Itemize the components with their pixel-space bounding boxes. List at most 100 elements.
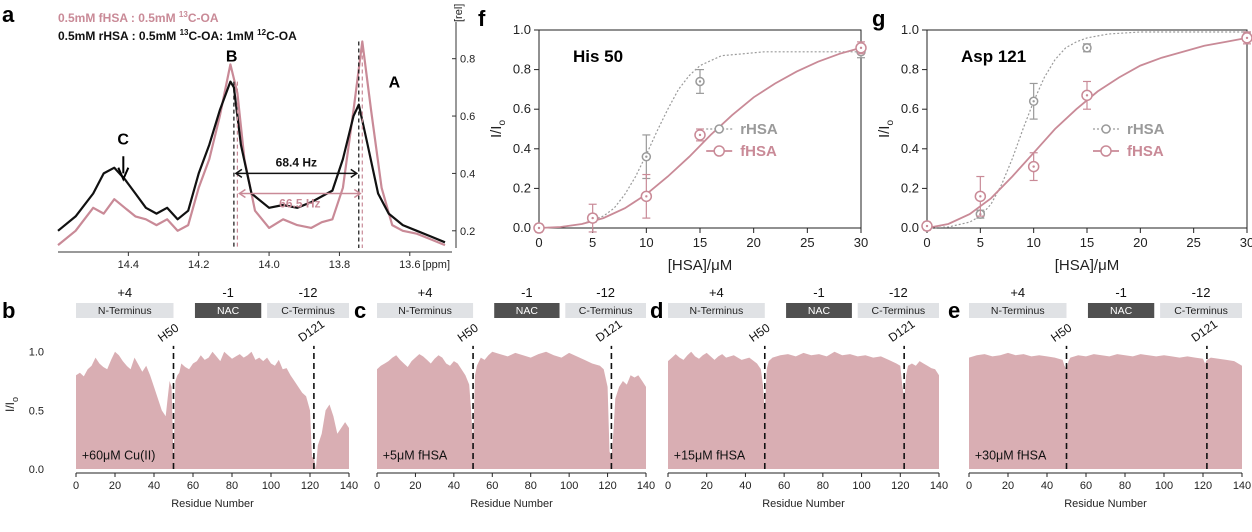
d-intensity-area [668,351,939,469]
b-x-axis-title: Residue Number [171,498,254,510]
g-x-tick-label: 5 [977,235,984,250]
panel-letter-c: c [354,298,366,323]
a-legend-rhsa: 0.5mM rHSA : 0.5mM 13C-OA: 1mM 12C-OA [58,28,297,43]
g-legend-marker-fHSA [1100,145,1112,157]
d-x-tick-label: 0 [665,480,671,492]
b-domain-label: N-Terminus [98,305,152,317]
g-y-tick-label: 0.0 [901,220,919,235]
c-x-tick-label: 40 [448,480,460,492]
panel-letter-d: d [650,298,663,323]
peak-label-b: B [226,48,238,65]
g-y-tick-label: 1.0 [901,22,919,37]
d-charge-label: +4 [709,285,724,300]
e-annotation: +30μM fHSA [975,449,1047,463]
d-x-tick-label: 100 [852,480,870,492]
f-legend-label-rHSA: rHSA [740,121,778,138]
a-x-tick-label: 14.4 [118,259,139,271]
a-x-unit: [ppm] [422,259,450,271]
g-title: Asp 121 [961,47,1026,66]
e-x-tick-label: 60 [1080,480,1092,492]
e-domain-c-terminus [1160,303,1242,318]
b-charge-label: -12 [299,285,318,300]
d-domain-nac [786,303,852,318]
b-intensity-area [76,351,349,469]
a-y-unit: [rel] [453,4,465,22]
panel-letter-b: b [2,298,15,323]
d-x-tick-label: 120 [891,480,909,492]
panel-f-titration-his50: f 0 5 10 15 20 25 30 0.0 0.2 0.4 0.6 0.8 1.0 [HSA]/μM… [478,6,868,274]
spectrum-rhsa-line [57,80,446,244]
panel-letter-g: g [872,6,885,31]
f-y-axis-title: I/Io [488,120,508,139]
b-marker-label: H50 [155,321,181,345]
c-x-axis-title: Residue Number [470,498,553,510]
f-point-dot-fHSA [645,195,648,198]
f-legend-marker-rHSA [714,124,724,134]
panel-a-spectrum: a 0.2 0.4 0.6 0.8 [rel] 14.4 14.2 14.0 13.8 13.6[… [2,2,475,271]
g-legend-marker-rHSA [1101,124,1111,134]
g-x-tick-label: 25 [1186,235,1200,250]
c-intensity-area [377,351,646,469]
peak-label-a: A [389,74,401,91]
coupling-arrow-black-head [234,168,243,179]
f-x-tick-label: 20 [746,235,760,250]
c-charge-label: -1 [521,285,533,300]
e-marker-label: D121 [1189,317,1221,345]
d-annotation: +15μM fHSA [674,449,746,463]
g-point-dot-fHSA [1245,36,1249,40]
e-domain-label: C-Terminus [1174,305,1228,317]
g-legend-label-fHSA: fHSA [1127,143,1164,160]
panel-b-residue-profile: b N-Terminus +4 NAC -1 C-Terminus -12 H50 D121 +… [2,285,358,510]
b-domain-n-terminus [76,303,174,318]
d-domain-label: N-Terminus [690,305,744,317]
d-x-tick-label: 40 [739,480,751,492]
f-title: His 50 [573,47,623,66]
f-fit-rHSA [538,51,861,229]
b-domain-label: C-Terminus [281,305,335,317]
b-y-tick-label: 1.0 [29,347,44,359]
b-domain-nac [194,303,262,318]
d-domain-label: C-Terminus [872,305,926,317]
c-domain-nac [494,303,560,318]
f-y-tick-label: 0.8 [513,62,531,77]
d-domain-label: NAC [808,305,831,317]
coupling-label-black: 68.4 Hz [276,155,317,169]
b-x-tick-label: 60 [187,480,199,492]
coupling-arrow-pink-head [238,188,246,199]
b-y-tick-label: 0.0 [29,464,44,476]
d-marker-label: H50 [746,321,772,345]
b-domain-c-terminus [267,303,349,318]
b-y-axis-title: I/Io [3,397,20,412]
f-x-tick-label: 10 [639,235,653,250]
b-x-tick-label: 0 [73,480,79,492]
c-domain-n-terminus [377,303,474,318]
c-domain-label: N-Terminus [398,305,452,317]
g-point-dot-rHSA [1085,46,1089,50]
f-x-tick-label: 30 [854,235,868,250]
f-x-tick-label: 25 [800,235,814,250]
coupling-arrow-pink-head [353,188,362,199]
f-y-tick-label: 1.0 [513,22,531,37]
g-point-dot-rHSA [1032,100,1035,103]
a-y-tick-label: 0.4 [460,168,475,180]
f-point-dot-rHSA [698,80,702,83]
b-domain-label: NAC [217,305,240,317]
a-x-tick-label: 13.6 [399,259,420,271]
f-y-tick-label: 0.0 [513,220,531,235]
c-x-tick-label: 120 [598,480,616,492]
e-charge-label: +4 [1010,285,1025,300]
g-fit-fHSA [926,37,1248,229]
a-x-tick-label: 14.2 [188,259,209,271]
e-intensity-area [969,352,1242,469]
a-y-tick-label: 0.8 [460,54,475,66]
a-legend-fhsa: 0.5mM fHSA : 0.5mM 13C-OA [58,10,219,25]
b-x-tick-label: 120 [301,480,319,492]
d-charge-label: -12 [889,285,908,300]
e-domain-n-terminus [969,303,1067,318]
b-x-tick-label: 20 [109,480,121,492]
e-domain-nac [1087,303,1155,318]
b-y-tick-label: 0.5 [29,405,44,417]
f-y-tick-label: 0.4 [513,141,531,156]
f-y-tick-label: 0.2 [513,180,531,195]
